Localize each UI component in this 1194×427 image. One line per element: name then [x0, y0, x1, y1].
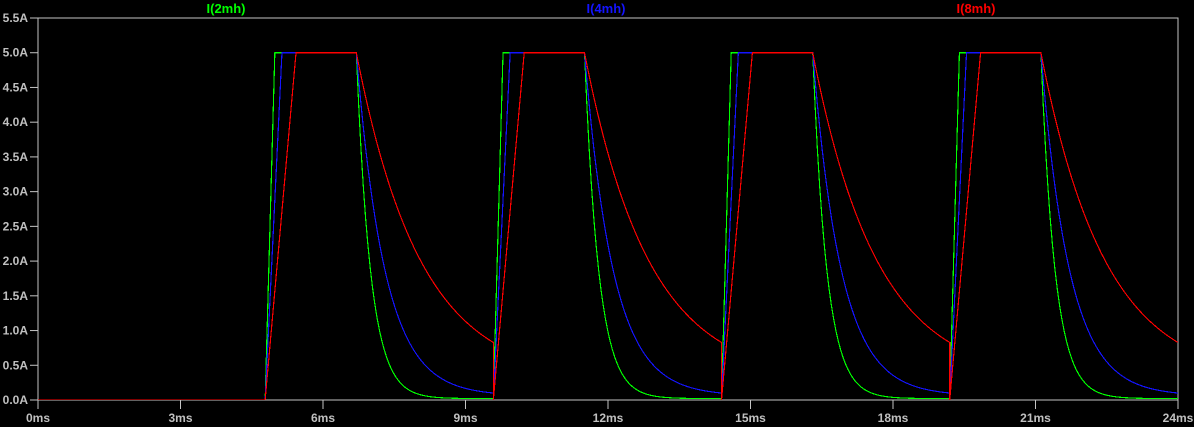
- svg-text:5.5A: 5.5A: [3, 11, 29, 25]
- svg-text:18ms: 18ms: [878, 411, 909, 425]
- svg-text:0ms: 0ms: [26, 411, 50, 425]
- svg-text:15ms: 15ms: [735, 411, 766, 425]
- svg-text:0.5A: 0.5A: [3, 358, 29, 372]
- svg-text:1.0A: 1.0A: [3, 324, 29, 338]
- svg-text:24ms: 24ms: [1163, 411, 1194, 425]
- svg-text:4.0A: 4.0A: [3, 115, 29, 129]
- svg-text:0.0A: 0.0A: [3, 393, 29, 407]
- svg-text:9ms: 9ms: [453, 411, 477, 425]
- svg-text:4.5A: 4.5A: [3, 81, 29, 95]
- svg-text:5.0A: 5.0A: [3, 46, 29, 60]
- svg-text:2.5A: 2.5A: [3, 219, 29, 233]
- svg-text:6ms: 6ms: [311, 411, 335, 425]
- svg-text:2.0A: 2.0A: [3, 254, 29, 268]
- svg-text:1.5A: 1.5A: [3, 289, 29, 303]
- svg-text:3ms: 3ms: [168, 411, 192, 425]
- svg-text:12ms: 12ms: [593, 411, 624, 425]
- svg-text:21ms: 21ms: [1020, 411, 1051, 425]
- svg-text:3.0A: 3.0A: [3, 185, 29, 199]
- svg-text:3.5A: 3.5A: [3, 150, 29, 164]
